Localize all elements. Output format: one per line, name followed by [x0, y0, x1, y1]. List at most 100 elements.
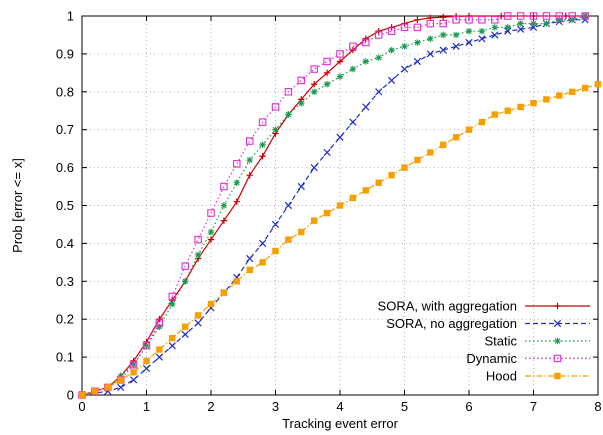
data-point: [401, 20, 408, 27]
data-point: [297, 76, 306, 85]
data-point: [246, 156, 253, 164]
data-point: [374, 31, 383, 39]
data-point: [246, 266, 253, 274]
data-point: [169, 334, 176, 342]
x-axis-label: Tracking event error: [282, 416, 399, 431]
data-point: [272, 126, 279, 133]
data-point: [336, 50, 344, 58]
data-point: [336, 58, 344, 65]
data-point: [362, 187, 369, 194]
data-point: [594, 81, 602, 88]
legend-item: SORA, no aggregation: [386, 316, 590, 331]
data-point: [194, 251, 202, 258]
y-tick-label: 0.1: [56, 350, 74, 365]
data-point: [426, 19, 435, 28]
data-point: [271, 103, 280, 111]
x-tick-label: 0: [78, 399, 85, 414]
data-point: [336, 133, 344, 141]
legend-label: Hood: [486, 369, 517, 384]
data-point: [388, 24, 395, 31]
data-point: [207, 228, 215, 236]
data-point: [194, 312, 202, 319]
data-point: [349, 46, 357, 54]
data-point: [517, 103, 524, 111]
data-point: [387, 76, 396, 85]
data-point: [271, 220, 280, 229]
data-point: [504, 24, 511, 31]
series-1: [78, 16, 589, 399]
data-point: [259, 259, 266, 266]
data-point: [581, 84, 589, 92]
y-tick-label: 0.3: [56, 274, 74, 289]
data-point: [156, 316, 163, 323]
y-tick-label: 0.2: [56, 312, 74, 327]
data-point: [516, 12, 525, 20]
data-point: [220, 202, 228, 209]
data-point: [349, 65, 357, 73]
data-point: [375, 179, 382, 186]
y-tick-label: 0.4: [56, 236, 74, 251]
data-point: [439, 19, 447, 28]
data-point: [258, 118, 267, 126]
data-point: [349, 194, 357, 202]
series-layer: [78, 12, 602, 399]
data-point: [362, 103, 370, 111]
data-point: [491, 24, 498, 31]
y-tick-label: 0.9: [56, 46, 74, 61]
data-point: [336, 73, 344, 80]
data-point: [310, 65, 318, 73]
data-point: [465, 38, 473, 47]
x-tick-label: 4: [336, 399, 343, 414]
data-point: [375, 54, 382, 61]
data-point: [556, 16, 563, 23]
data-point: [478, 16, 486, 24]
data-point: [440, 13, 447, 21]
data-point: [581, 12, 589, 20]
x-tick-label: 8: [594, 399, 601, 414]
data-point: [298, 99, 305, 107]
data-point: [516, 25, 525, 33]
data-point: [554, 337, 561, 345]
data-point: [233, 198, 240, 205]
x-tick-label: 5: [401, 399, 408, 414]
data-point: [311, 88, 318, 95]
data-point: [554, 372, 561, 380]
data-point: [413, 57, 422, 66]
data-point: [129, 376, 138, 384]
series-0: [78, 12, 589, 399]
data-point: [233, 179, 240, 186]
data-point: [465, 27, 473, 35]
data-point: [246, 254, 254, 263]
data-point: [553, 354, 562, 363]
data-point: [129, 360, 138, 369]
legend-item: Hood: [486, 369, 590, 384]
data-point: [117, 372, 124, 380]
data-point: [130, 369, 137, 376]
data-point: [220, 217, 228, 224]
data-point: [503, 12, 512, 20]
y-tick-label: 0.6: [56, 160, 74, 175]
data-point: [233, 278, 240, 285]
x-tick-label: 2: [207, 399, 214, 414]
data-point: [323, 81, 331, 88]
data-point: [142, 364, 151, 373]
data-point: [413, 23, 422, 32]
data-point: [130, 361, 137, 368]
data-point: [543, 96, 550, 103]
data-point: [91, 388, 99, 395]
data-point: [569, 88, 576, 95]
data-point: [452, 31, 460, 39]
data-point: [156, 346, 163, 353]
data-point: [530, 20, 537, 27]
data-point: [556, 92, 563, 99]
data-point: [478, 35, 486, 43]
data-point: [259, 153, 266, 160]
data-point: [375, 88, 383, 96]
data-point: [529, 12, 538, 20]
data-point: [452, 16, 460, 24]
data-point: [491, 31, 499, 39]
data-point: [542, 12, 551, 20]
data-point: [323, 209, 331, 217]
data-point: [414, 39, 421, 46]
